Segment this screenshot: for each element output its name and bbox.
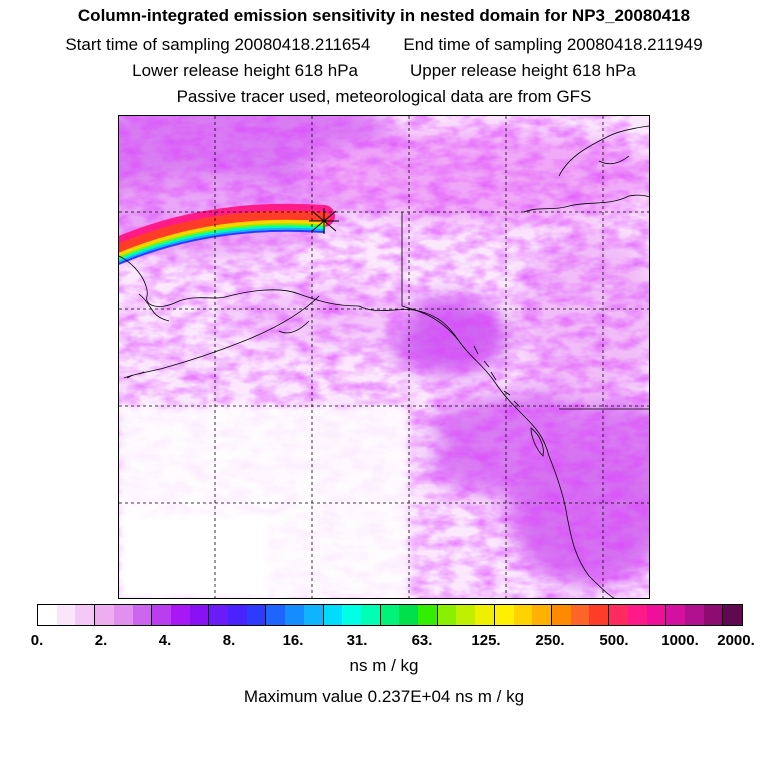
colorbar-swatch bbox=[513, 605, 533, 625]
colorbar-swatch bbox=[627, 605, 647, 625]
colorbar-tick-0: 0. bbox=[30, 632, 44, 649]
colorbar-swatch bbox=[342, 605, 361, 625]
colorbar-swatch bbox=[380, 605, 400, 625]
colorbar-tick-5: 31. bbox=[346, 632, 368, 649]
colorbar-swatch bbox=[132, 605, 153, 625]
colorbar-swatch bbox=[323, 605, 343, 625]
end-time-label: End time of sampling 20080418.211949 bbox=[403, 35, 703, 54]
colorbar-swatch bbox=[266, 605, 286, 625]
colorbar-swatch bbox=[437, 605, 457, 625]
colorbar-swatch bbox=[228, 605, 247, 625]
colorbar-swatch bbox=[285, 605, 304, 625]
colorbar-swatch bbox=[56, 605, 76, 625]
maximum-value-label: Maximum value 0.237E+04 ns m / kg bbox=[243, 687, 525, 706]
colorbar-tick-6: 63. bbox=[411, 632, 433, 649]
colorbar bbox=[37, 604, 743, 626]
colorbar-swatch bbox=[170, 605, 190, 625]
colorbar-swatch bbox=[38, 605, 57, 625]
colorbar-swatch bbox=[113, 605, 133, 625]
release-heights: Lower release height 618 hPa Upper relea… bbox=[0, 61, 768, 81]
colorbar-swatch bbox=[189, 605, 210, 625]
colorbar-swatch bbox=[418, 605, 438, 625]
emission-field bbox=[119, 116, 649, 598]
colorbar-swatch bbox=[551, 605, 571, 625]
colorbar-tick-11: 2000. bbox=[717, 632, 755, 649]
colorbar-tick-2: 4. bbox=[158, 632, 172, 649]
colorbar-units: ns m / kg bbox=[349, 656, 419, 675]
colorbar-swatch bbox=[456, 605, 476, 625]
colorbar-tick-3: 8. bbox=[222, 632, 236, 649]
colorbar-swatch bbox=[723, 605, 743, 625]
release-location-marker bbox=[309, 208, 339, 234]
colorbar-swatch bbox=[666, 605, 685, 625]
colorbar-swatch bbox=[570, 605, 590, 625]
colorbar-swatch bbox=[684, 605, 704, 625]
colorbar-swatch bbox=[209, 605, 229, 625]
graticule bbox=[119, 116, 649, 598]
colorbar-swatch bbox=[360, 605, 381, 625]
colorbar-tick-1: 2. bbox=[94, 632, 108, 649]
colorbar-tick-4: 16. bbox=[282, 632, 304, 649]
colorbar-swatch bbox=[646, 605, 667, 625]
colorbar-swatch bbox=[703, 605, 724, 625]
upper-height-label: Upper release height 618 hPa bbox=[409, 61, 636, 80]
colorbar-swatch bbox=[589, 605, 610, 625]
colorbar-swatch bbox=[475, 605, 495, 625]
tracer-note: Passive tracer used, meteorological data… bbox=[176, 87, 592, 106]
colorbar-swatch bbox=[246, 605, 267, 625]
colorbar-swatch bbox=[399, 605, 419, 625]
colorbar-swatch bbox=[303, 605, 324, 625]
colorbar-swatch bbox=[609, 605, 628, 625]
colorbar-tick-7: 125. bbox=[471, 632, 501, 649]
sampling-times: Start time of sampling 20080418.211654 E… bbox=[0, 35, 768, 55]
colorbar-tick-8: 250. bbox=[535, 632, 565, 649]
colorbar-tick-9: 500. bbox=[599, 632, 629, 649]
colorbar-tick-10: 1000. bbox=[661, 632, 699, 649]
colorbar-swatch bbox=[494, 605, 514, 625]
start-time-label: Start time of sampling 20080418.211654 bbox=[65, 35, 371, 54]
colorbar-swatch bbox=[532, 605, 552, 625]
colorbar-swatch bbox=[75, 605, 96, 625]
colorbar-swatch bbox=[95, 605, 114, 625]
sensitivity-map[interactable] bbox=[118, 115, 650, 599]
plot-title: Column-integrated emission sensitivity i… bbox=[77, 6, 691, 25]
lower-height-label: Lower release height 618 hPa bbox=[132, 61, 359, 80]
coastlines bbox=[119, 125, 649, 598]
colorbar-swatch bbox=[152, 605, 171, 625]
